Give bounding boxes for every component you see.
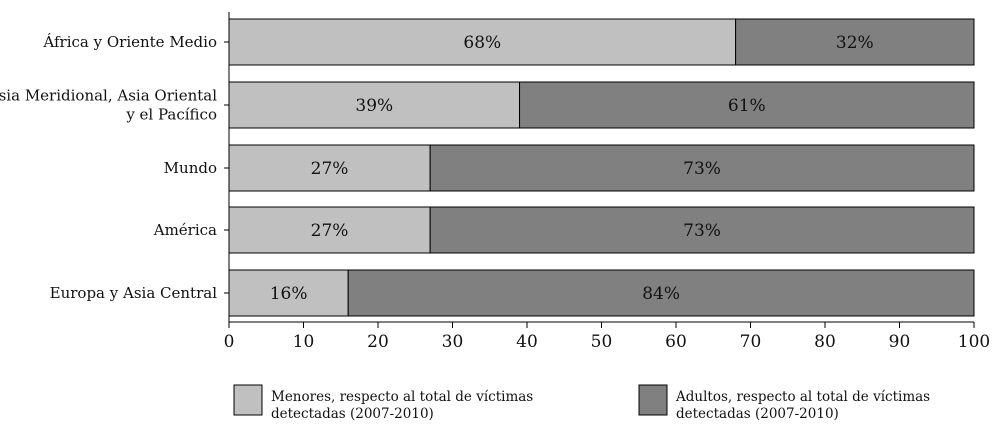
bar-segment-adultos <box>347 269 975 317</box>
data-label: 27% <box>311 159 349 179</box>
category-label: Asia Meridional, Asia Oriental <box>0 87 217 105</box>
data-label: 16% <box>270 284 308 304</box>
data-label: 73% <box>683 221 721 241</box>
legend: Menores, respecto al total de víctimasde… <box>233 384 930 422</box>
x-tick-label: 50 <box>591 332 613 352</box>
category-label: y el Pacífico <box>125 106 217 124</box>
bar-segment-adultos <box>429 144 975 192</box>
bar-segment-adultos <box>429 206 975 254</box>
x-tick-label: 20 <box>367 332 389 352</box>
category-labels: África y Oriente Medio Asia Meridional, A… <box>0 33 217 302</box>
bar-segment-menores <box>228 18 737 66</box>
x-tick-label: 60 <box>665 332 687 352</box>
legend-label: detectadas (2007-2010) <box>676 406 839 422</box>
category-label: América <box>153 221 217 239</box>
x-tick-label: 30 <box>442 332 464 352</box>
category-label: Europa y Asia Central <box>50 284 218 302</box>
category-label: Mundo <box>164 159 217 177</box>
bar-segment-menores <box>228 206 431 254</box>
x-tick-label: 0 <box>224 332 235 352</box>
data-label: 32% <box>836 33 874 53</box>
bar-segment-menores <box>228 81 521 129</box>
data-label: 73% <box>683 159 721 179</box>
x-tick-label: 80 <box>814 332 836 352</box>
bar-segment-adultos <box>735 18 975 66</box>
data-label: 68% <box>463 33 501 53</box>
x-tick-label: 90 <box>889 332 911 352</box>
legend-label: Adultos, respecto al total de víctimas <box>675 389 930 405</box>
legend-swatch <box>638 384 668 416</box>
bars-group: 68% 32% 39% 61% 27% 73% 27% 73% 16% 84% <box>228 18 975 317</box>
legend-label: Menores, respecto al total de víctimas <box>271 389 533 405</box>
x-tick-label: 100 <box>958 332 990 352</box>
legend-label: detectadas (2007-2010) <box>271 406 434 422</box>
category-label: África y Oriente Medio <box>42 33 217 51</box>
x-axis: 0 10 20 30 40 50 60 70 80 90 100 <box>224 12 990 352</box>
bar-segment-menores <box>228 144 431 192</box>
x-tick-label: 70 <box>740 332 762 352</box>
data-label: 61% <box>728 96 766 116</box>
x-tick-label: 10 <box>293 332 315 352</box>
data-label: 39% <box>355 96 393 116</box>
legend-swatch <box>233 384 263 416</box>
x-tick-label: 40 <box>516 332 538 352</box>
bar-segment-adultos <box>519 81 975 129</box>
data-label: 84% <box>642 284 680 304</box>
data-label: 27% <box>311 221 349 241</box>
